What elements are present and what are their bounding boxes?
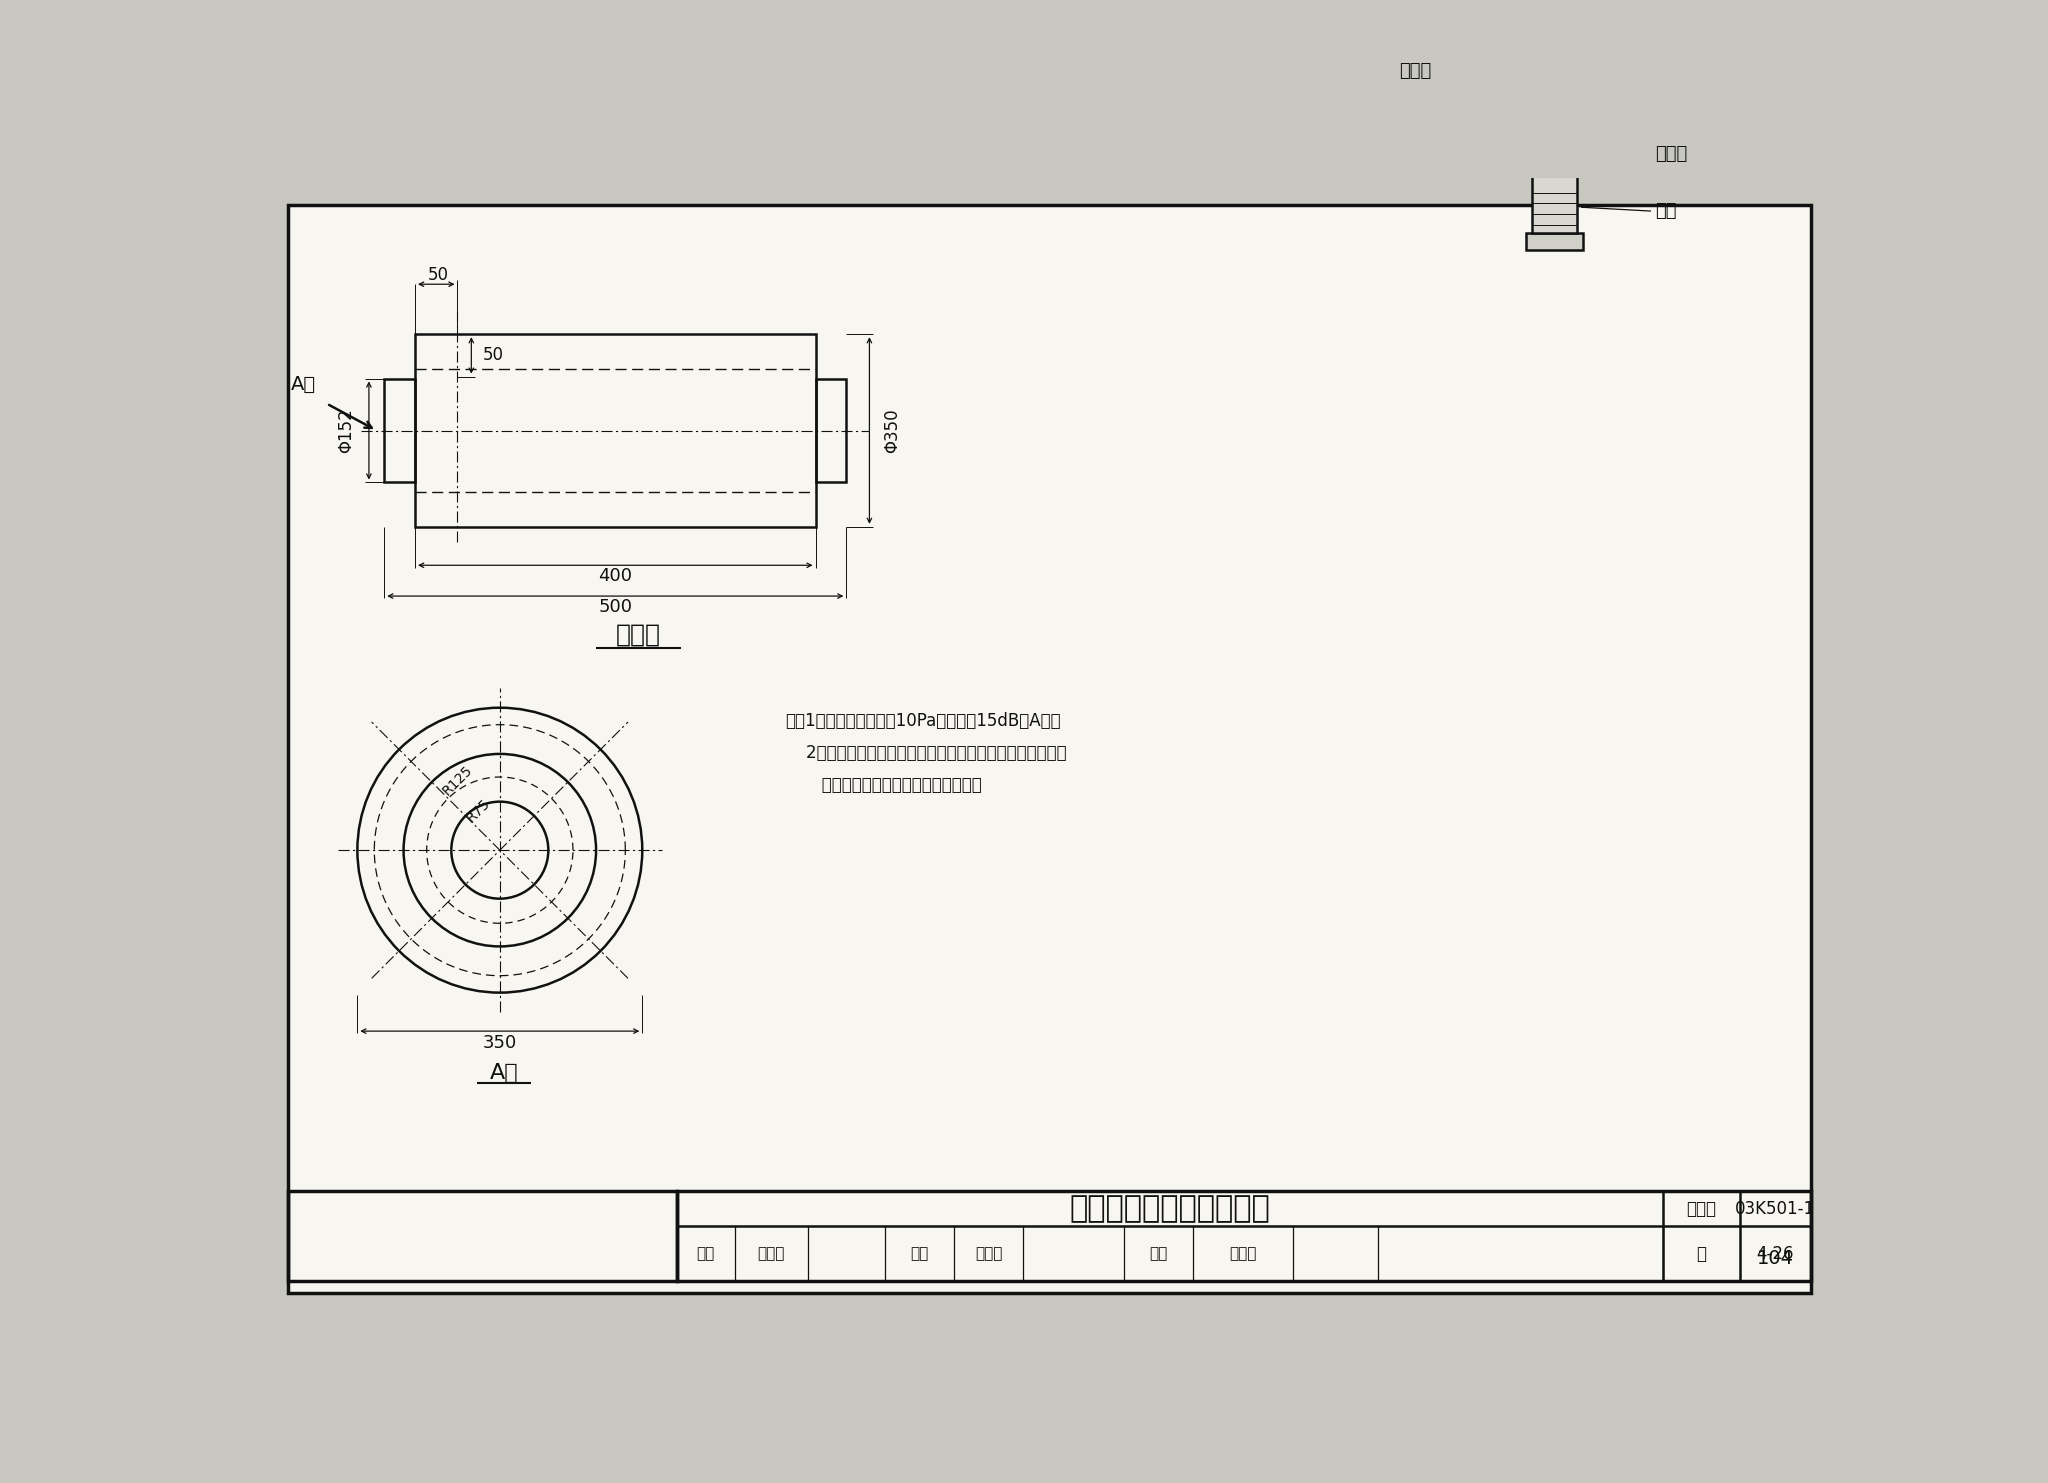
Text: A向: A向: [489, 1063, 518, 1084]
Text: 审核: 审核: [696, 1246, 715, 1261]
Text: 50: 50: [428, 265, 449, 283]
Text: 注：1、每节消声器阻力10Pa，降噪量15dB（A）。: 注：1、每节消声器阻力10Pa，降噪量15dB（A）。: [784, 712, 1061, 730]
Text: 页: 页: [1696, 1244, 1706, 1262]
Text: 4-26: 4-26: [1757, 1244, 1794, 1262]
Text: 安装于真空泵的气流入口和出口处。: 安装于真空泵的气流入口和出口处。: [784, 776, 981, 795]
Text: A向: A向: [291, 375, 315, 394]
Text: 2、当供暖环境有噪声要求时，消声器与真空泵配套供应，: 2、当供暖环境有噪声要求时，消声器与真空泵配套供应，: [784, 744, 1067, 762]
Text: 400: 400: [598, 567, 633, 586]
Text: 03K501-1: 03K501-1: [1735, 1200, 1815, 1218]
Text: 尾管: 尾管: [1655, 202, 1677, 219]
Text: 设计: 设计: [1149, 1246, 1167, 1261]
Bar: [815, 378, 846, 482]
Text: 104: 104: [1757, 1249, 1794, 1268]
Text: 50: 50: [483, 346, 504, 363]
Bar: [678, 1191, 1810, 1281]
Text: Φ350: Φ350: [883, 408, 901, 452]
Bar: [1532, 175, 1577, 233]
Bar: [385, 378, 416, 482]
Text: 350: 350: [483, 1035, 516, 1053]
Text: 微穿孔板消声器及其安装: 微穿孔板消声器及其安装: [1069, 1194, 1270, 1223]
Bar: [1524, 132, 1585, 175]
Bar: [416, 334, 815, 526]
Text: 白小步: 白小步: [975, 1246, 1001, 1261]
Bar: [1526, 233, 1583, 249]
Text: 戴海洋: 戴海洋: [1229, 1246, 1257, 1261]
Text: 管接头: 管接头: [1655, 145, 1688, 163]
Bar: [1520, 0, 1589, 132]
Text: 消声器: 消声器: [616, 623, 662, 647]
Text: 图集号: 图集号: [1686, 1200, 1716, 1218]
Text: R125: R125: [440, 764, 475, 798]
Text: R75: R75: [463, 795, 494, 825]
Text: Φ152: Φ152: [338, 408, 354, 452]
Text: 500: 500: [598, 598, 633, 615]
Bar: [289, 1191, 678, 1281]
Text: 校对: 校对: [911, 1246, 928, 1261]
Text: 消声器: 消声器: [1399, 62, 1432, 80]
Text: 胡卫卫: 胡卫卫: [758, 1246, 784, 1261]
